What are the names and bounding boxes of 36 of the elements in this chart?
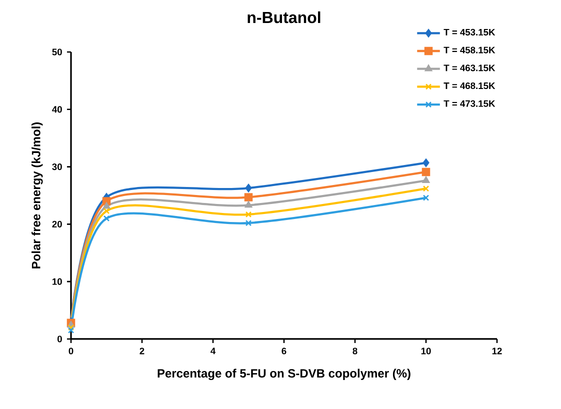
point [68, 324, 74, 331]
x-tick-label: 8 [352, 348, 358, 354]
point [422, 194, 430, 201]
point [103, 215, 110, 222]
point [245, 211, 252, 218]
y-tick-label: 30 [52, 163, 62, 170]
x-tick-label: 6 [282, 348, 286, 354]
y-tick-label: 0 [57, 336, 62, 342]
legend-label: T = 463.15K [444, 64, 496, 72]
point [245, 220, 252, 226]
legend-label: T = 468.15K [444, 82, 496, 90]
y-axis-title: Polar free energy (kJ/mol) [32, 122, 43, 268]
point [422, 185, 430, 192]
x-tick-label: 12 [492, 348, 502, 354]
x-tick-label: 2 [140, 348, 144, 354]
point [103, 208, 110, 214]
x-tick-label: 0 [68, 348, 74, 354]
x-tick-label: 4 [210, 348, 216, 354]
x-axis-title: Percentage of 5-FU on S-DVB copolymer (%) [158, 368, 410, 380]
point [244, 193, 253, 202]
y-tick-label: 10 [52, 278, 62, 285]
legend-label: T = 473.15K [444, 100, 496, 107]
point [422, 158, 430, 167]
legend-label: T = 458.15K [444, 46, 496, 54]
x-tick-label: 10 [421, 348, 431, 354]
point [422, 168, 430, 176]
point [245, 184, 252, 192]
point [244, 201, 252, 208]
point [68, 327, 74, 334]
point [422, 176, 430, 183]
y-tick-label: 40 [52, 106, 62, 113]
chart-title: n-Butanol [248, 11, 320, 24]
y-tick-label: 20 [52, 220, 62, 228]
legend-label: T = 453.15K [444, 28, 496, 36]
y-tick-label: 50 [52, 48, 62, 56]
point [102, 202, 110, 209]
